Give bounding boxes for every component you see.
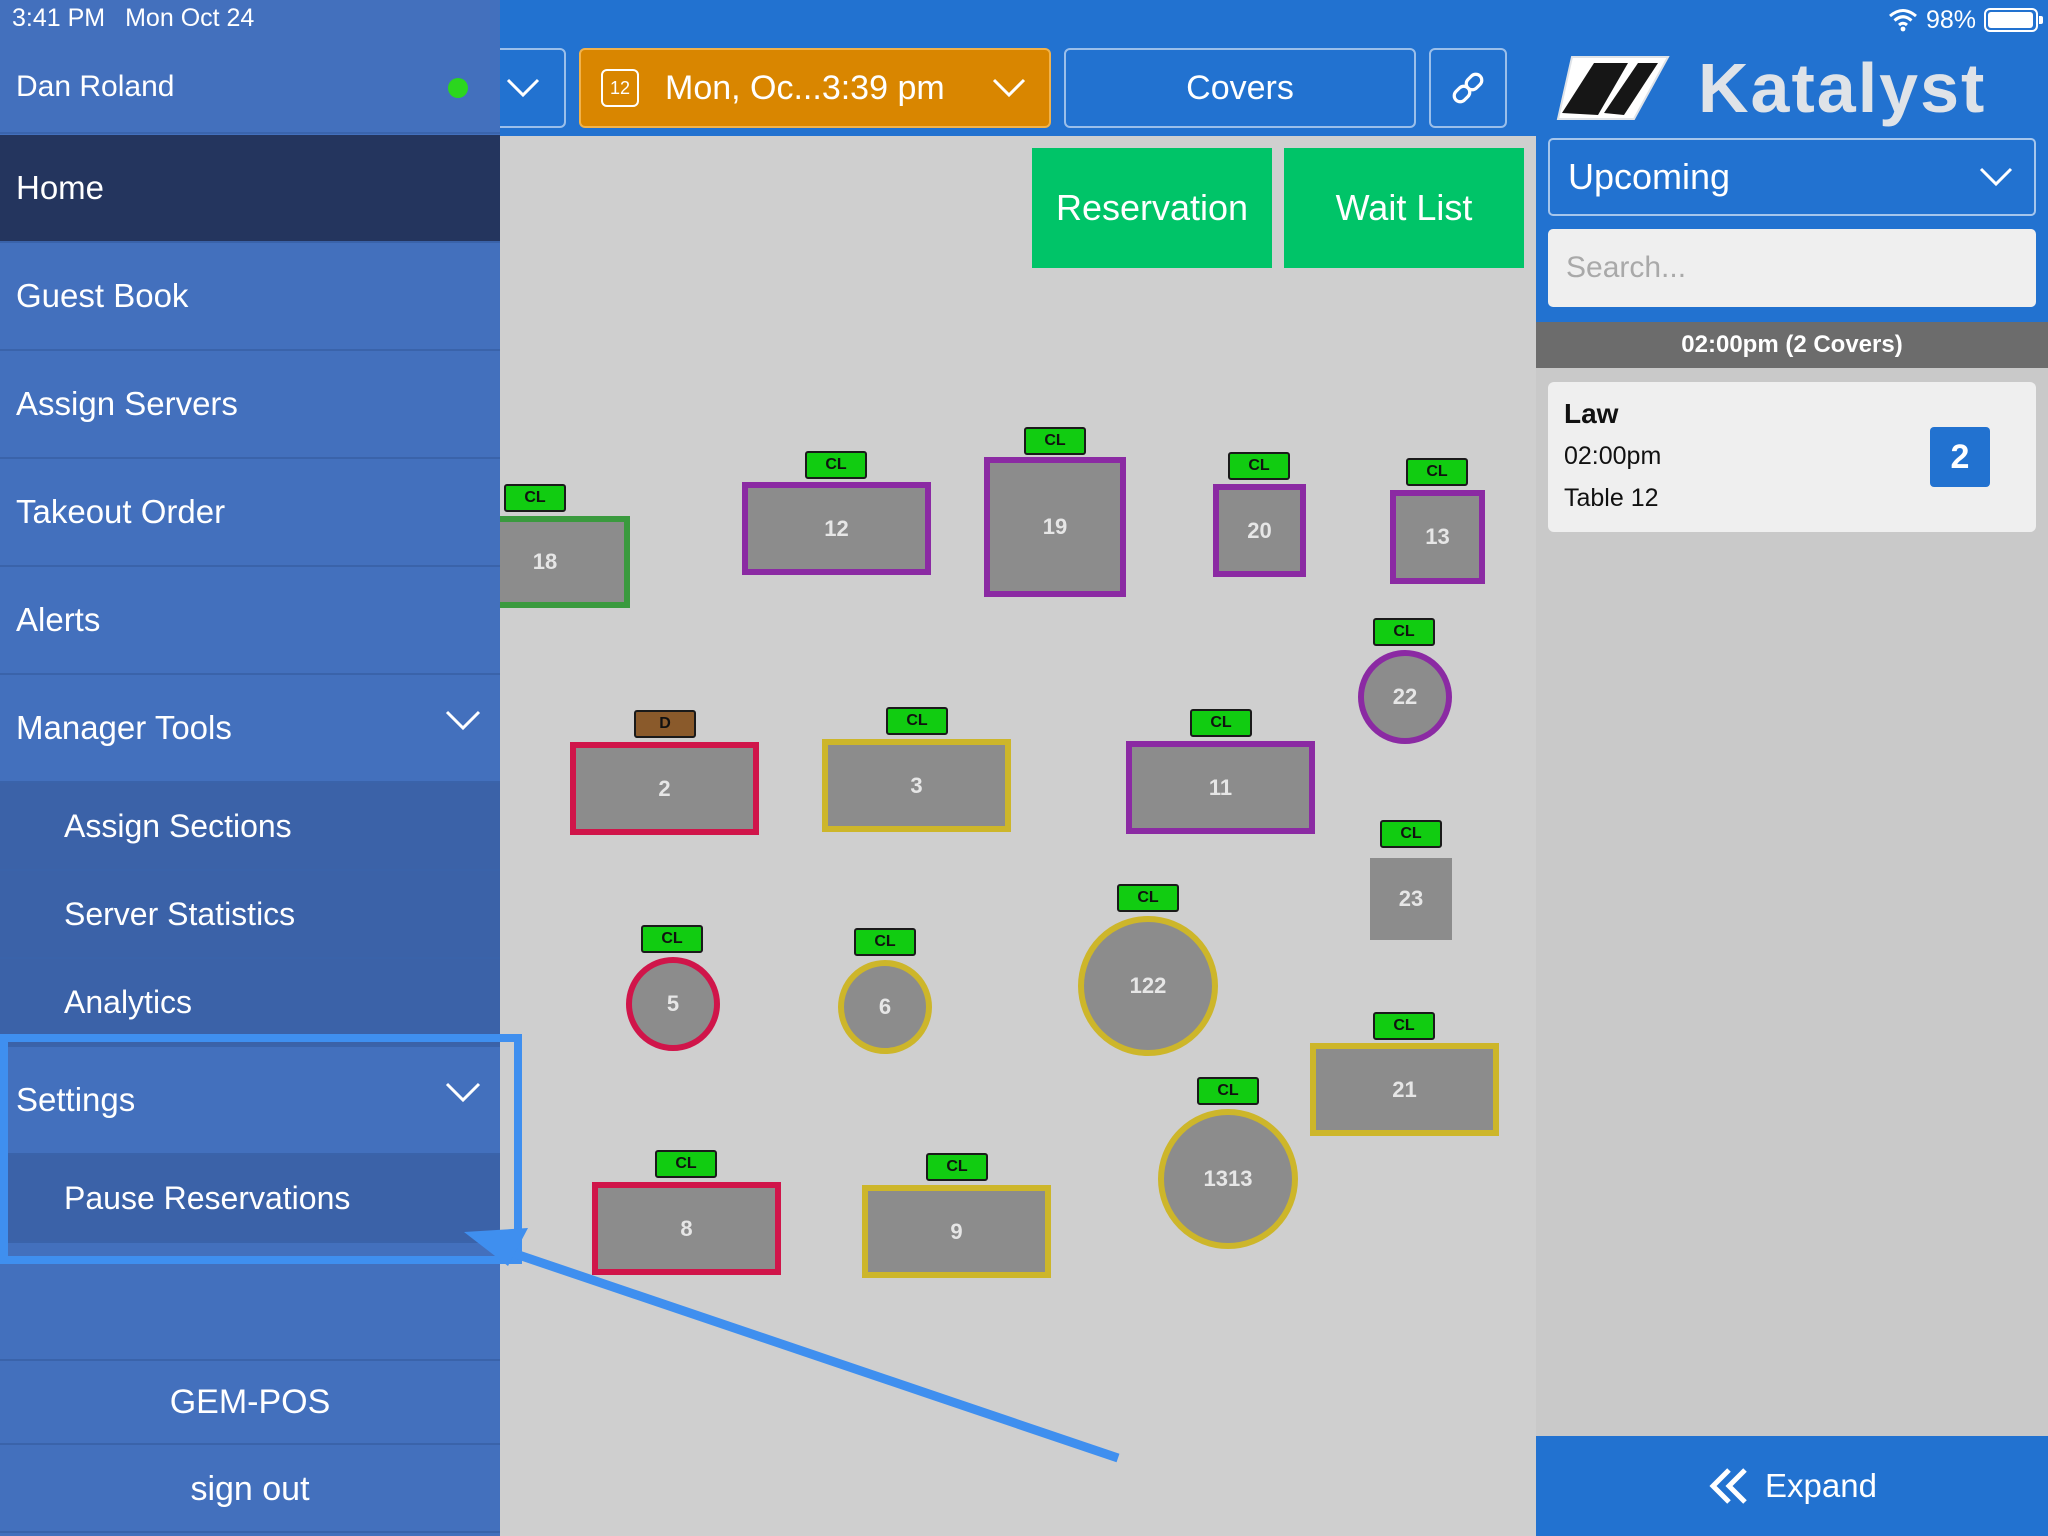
table-status-tag: CL bbox=[1024, 427, 1086, 455]
double-chevron-left-icon bbox=[1709, 1468, 1747, 1504]
reservation-time: 02:00pm bbox=[1564, 442, 1662, 470]
battery-percent: 98% bbox=[1925, 5, 1976, 34]
chevron-down-icon bbox=[1979, 167, 2013, 187]
table-12[interactable]: 12 bbox=[742, 482, 931, 575]
table-8[interactable]: 8 bbox=[592, 1182, 781, 1275]
table-22[interactable]: 22 bbox=[1358, 650, 1452, 744]
sign-out-button[interactable]: sign out bbox=[0, 1447, 500, 1533]
calendar-icon: 12 bbox=[601, 69, 639, 107]
submenu-item-assign-sections[interactable]: Assign Sections bbox=[0, 783, 500, 871]
submenu-item-label: Assign Sections bbox=[64, 807, 292, 844]
battery-icon bbox=[1984, 8, 2043, 32]
table-status-tag: CL bbox=[504, 484, 566, 512]
table-9[interactable]: 9 bbox=[862, 1185, 1051, 1278]
chevron-down-icon bbox=[506, 78, 540, 98]
table-23[interactable]: 23 bbox=[1370, 858, 1452, 940]
chevron-down-icon bbox=[445, 1082, 481, 1103]
online-status-icon bbox=[448, 78, 468, 98]
table-status-tag: CL bbox=[1373, 1012, 1435, 1040]
user-profile[interactable]: Dan Roland bbox=[0, 42, 500, 134]
menu-item-home[interactable]: Home bbox=[0, 135, 500, 243]
date-time-dropdown[interactable]: 12 Mon, Oc...3:39 pm bbox=[579, 48, 1051, 128]
submenu-item-analytics[interactable]: Analytics bbox=[0, 959, 500, 1047]
menu-item-label: Settings bbox=[16, 1081, 136, 1118]
search-input[interactable] bbox=[1548, 229, 2036, 307]
menu-item-label: Takeout Order bbox=[16, 493, 226, 530]
table-status-tag: CL bbox=[1228, 452, 1290, 480]
submenu-item-label: Pause Reservations bbox=[64, 1179, 351, 1216]
reservation-filter-dropdown[interactable]: Upcoming bbox=[1548, 138, 2036, 216]
table-19[interactable]: 19 bbox=[984, 457, 1126, 597]
covers-badge: 2 bbox=[1930, 427, 1990, 487]
highlight-box bbox=[0, 1034, 522, 1264]
menu-item-label: Home bbox=[16, 169, 105, 206]
table-status-tag: CL bbox=[886, 707, 948, 735]
menu-item-settings[interactable]: Settings bbox=[0, 1047, 500, 1155]
side-menu: 3:41 PM Mon Oct 24 Dan Roland Home Guest … bbox=[0, 0, 500, 1536]
table-2[interactable]: 2 bbox=[570, 742, 759, 835]
reservation-card[interactable]: Law 02:00pm Table 12 2 bbox=[1548, 382, 2036, 532]
submenu-item-label: Server Statistics bbox=[64, 895, 296, 932]
reservation-table: Table 12 bbox=[1564, 484, 1659, 512]
menu-item-label: Alerts bbox=[16, 601, 101, 638]
table-6[interactable]: 6 bbox=[838, 960, 932, 1054]
table-status-tag: CL bbox=[926, 1153, 988, 1181]
date-time-label: Mon, Oc...3:39 pm bbox=[665, 68, 945, 107]
table-status-tag: CL bbox=[641, 925, 703, 953]
table-status-tag: CL bbox=[1117, 884, 1179, 912]
link-button[interactable] bbox=[1429, 48, 1507, 128]
table-20[interactable]: 20 bbox=[1213, 484, 1306, 577]
user-name: Dan Roland bbox=[16, 70, 175, 103]
expand-button[interactable]: Expand bbox=[1536, 1436, 2048, 1536]
table-11[interactable]: 11 bbox=[1126, 741, 1315, 834]
status-indicators: 98% bbox=[1888, 4, 2043, 36]
menu-item-label: Guest Book bbox=[16, 277, 189, 314]
table-status-tag: D bbox=[634, 710, 696, 738]
table-1313[interactable]: 1313 bbox=[1158, 1109, 1298, 1249]
chevron-down-icon bbox=[992, 78, 1026, 98]
expand-label: Expand bbox=[1765, 1467, 1877, 1504]
katalyst-logo-icon bbox=[1556, 56, 1670, 120]
wifi-icon bbox=[1888, 9, 1917, 32]
filter-label: Upcoming bbox=[1568, 156, 1731, 197]
table-13[interactable]: 13 bbox=[1390, 490, 1485, 584]
katalyst-logo: Katalyst bbox=[1554, 48, 2024, 128]
table-status-tag: CL bbox=[854, 928, 916, 956]
table-21[interactable]: 21 bbox=[1310, 1043, 1499, 1136]
submenu-item-server-statistics[interactable]: Server Statistics bbox=[0, 871, 500, 959]
wait-list-button[interactable]: Wait List bbox=[1284, 148, 1524, 268]
menu-item-manager-tools[interactable]: Manager Tools bbox=[0, 675, 500, 783]
table-status-tag: CL bbox=[1190, 709, 1252, 737]
time-group-header: 02:00pm (2 Covers) bbox=[1536, 322, 2048, 368]
brand-name: Katalyst bbox=[1698, 49, 1987, 127]
gem-pos-button[interactable]: GEM-POS bbox=[0, 1359, 500, 1445]
status-time: 3:41 PM bbox=[12, 4, 106, 32]
menu-item-guest-book[interactable]: Guest Book bbox=[0, 243, 500, 351]
table-status-tag: CL bbox=[805, 451, 867, 479]
submenu-item-pause-reservations[interactable]: Pause Reservations bbox=[0, 1155, 500, 1243]
submenu-item-label: Analytics bbox=[64, 983, 193, 1020]
guest-name: Law bbox=[1564, 398, 1619, 429]
menu-item-alerts[interactable]: Alerts bbox=[0, 567, 500, 675]
menu-item-label: Assign Servers bbox=[16, 385, 238, 422]
status-bar-clock: 3:41 PM Mon Oct 24 bbox=[12, 4, 254, 33]
table-status-tag: CL bbox=[1373, 618, 1435, 646]
menu-item-takeout-order[interactable]: Takeout Order bbox=[0, 459, 500, 567]
reservation-button[interactable]: Reservation bbox=[1032, 148, 1272, 268]
table-status-tag: CL bbox=[1197, 1077, 1259, 1105]
table-status-tag: CL bbox=[1406, 458, 1468, 486]
menu-item-label: Manager Tools bbox=[16, 709, 232, 746]
table-status-tag: CL bbox=[1380, 820, 1442, 848]
chevron-down-icon bbox=[445, 710, 481, 731]
link-icon bbox=[1452, 72, 1484, 104]
status-date: Mon Oct 24 bbox=[125, 4, 255, 32]
table-5[interactable]: 5 bbox=[626, 957, 720, 1051]
table-status-tag: CL bbox=[655, 1150, 717, 1178]
table-122[interactable]: 122 bbox=[1078, 916, 1218, 1056]
menu-item-assign-servers[interactable]: Assign Servers bbox=[0, 351, 500, 459]
covers-button[interactable]: Covers bbox=[1064, 48, 1416, 128]
table-3[interactable]: 3 bbox=[822, 739, 1011, 832]
